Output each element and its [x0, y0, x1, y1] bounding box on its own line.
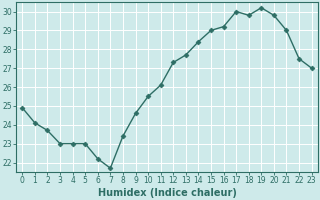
X-axis label: Humidex (Indice chaleur): Humidex (Indice chaleur): [98, 188, 236, 198]
